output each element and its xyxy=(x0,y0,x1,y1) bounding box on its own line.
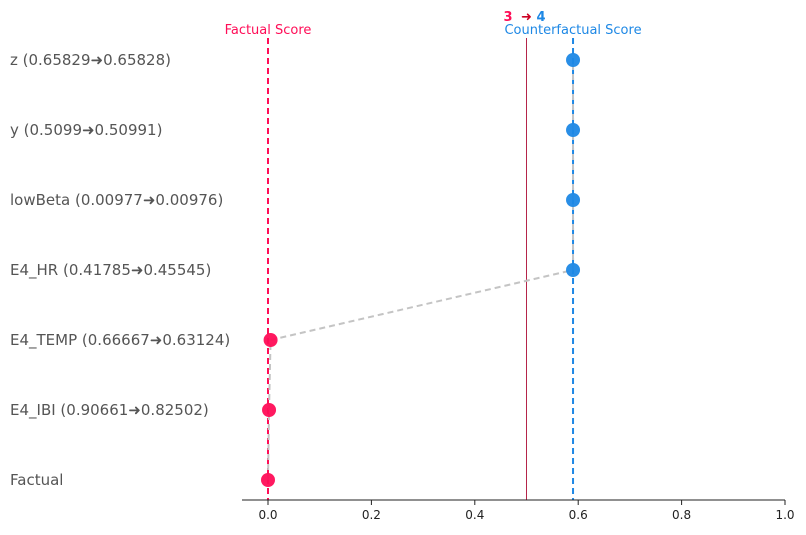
data-point xyxy=(263,333,278,347)
feature-label: y (0.5099➜0.50991) xyxy=(10,121,162,139)
class-arrow-icon: ➜ xyxy=(521,10,532,25)
class-from-label: 3 xyxy=(503,10,512,25)
connector-segment xyxy=(270,269,574,341)
connector-segment xyxy=(267,409,271,481)
data-point xyxy=(566,193,581,207)
feature-label: E4_TEMP (0.66667➜0.63124) xyxy=(10,331,230,350)
x-tick-label: 0.6 xyxy=(569,508,588,522)
feature-label: z (0.65829➜0.65828) xyxy=(10,51,171,69)
data-point xyxy=(566,53,581,67)
feature-label: E4_IBI (0.90661➜0.82502) xyxy=(10,401,209,420)
x-tick-label: 0.0 xyxy=(258,508,277,522)
x-tick-label: 0.2 xyxy=(362,508,381,522)
x-tick-label: 0.4 xyxy=(465,508,484,522)
factual-score-label: Factual Score xyxy=(225,23,312,38)
data-point xyxy=(566,263,581,277)
feature-label: Factual xyxy=(10,471,63,489)
connector-segment xyxy=(268,339,272,411)
counterfactual-score-label: Counterfactual Score xyxy=(504,23,641,38)
data-point xyxy=(262,403,277,417)
data-point xyxy=(261,473,275,487)
x-tick-label: 1.0 xyxy=(775,508,794,522)
data-point xyxy=(566,123,581,137)
class-to-label: 4 xyxy=(537,10,546,25)
x-tick-label: 0.8 xyxy=(672,508,691,522)
feature-label: E4_HR (0.41785➜0.45545) xyxy=(10,261,211,280)
feature-label: lowBeta (0.00977➜0.00976) xyxy=(10,191,223,209)
